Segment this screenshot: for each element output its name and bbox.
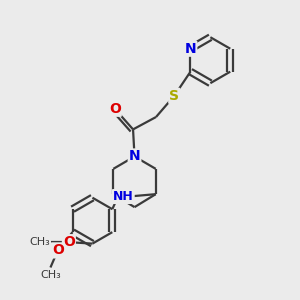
Text: NH: NH [113, 190, 134, 203]
Text: O: O [63, 235, 75, 249]
Text: CH₃: CH₃ [40, 270, 61, 280]
Text: N: N [185, 42, 196, 56]
Text: CH₃: CH₃ [29, 237, 50, 247]
Text: S: S [169, 89, 179, 103]
Text: N: N [129, 149, 140, 164]
Text: O: O [109, 102, 121, 116]
Text: O: O [52, 243, 64, 257]
